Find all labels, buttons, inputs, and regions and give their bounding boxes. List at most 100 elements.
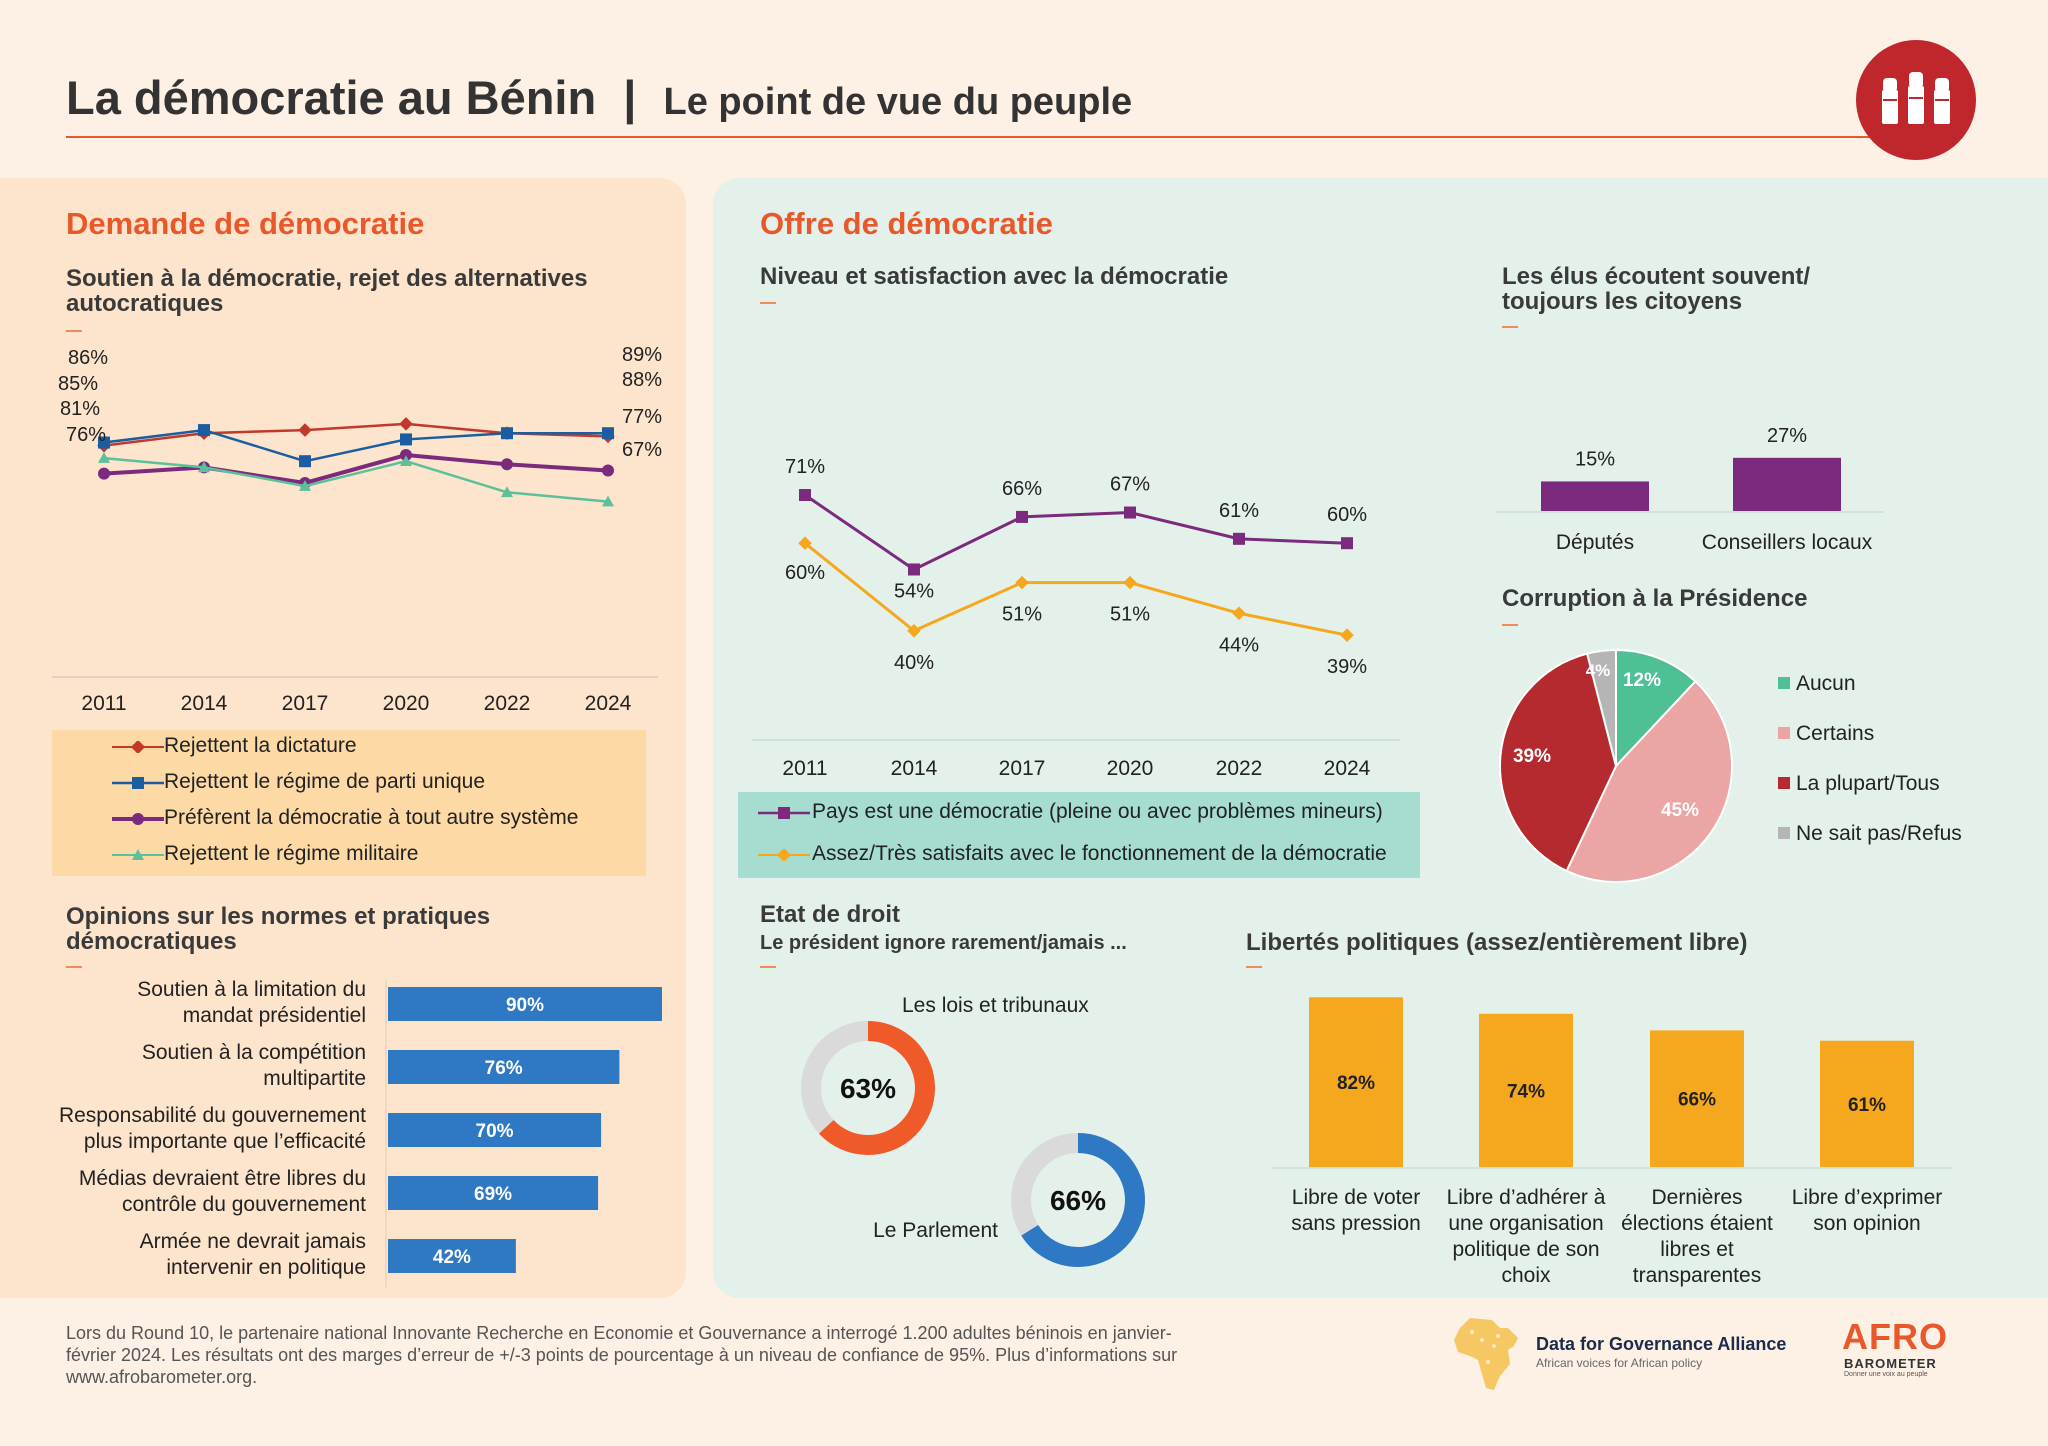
chart7-title: Libertés politiques (assez/entièrement l…	[1246, 929, 1748, 956]
chart3-x-tick: 2014	[891, 757, 938, 780]
page-title: La démocratie au Bénin | Le point de vue…	[66, 70, 1132, 125]
chart4-bar-chart: 15% Députés 27% Conseillers locaux	[1496, 425, 1884, 554]
chart1-x-tick: 2020	[383, 692, 430, 715]
chart3-x-tick: 2022	[1216, 757, 1263, 780]
chart1-point	[501, 427, 513, 440]
chart7-value-label: 66%	[1678, 1090, 1716, 1111]
supply-section-title: Offre de démocratie	[760, 206, 1053, 241]
chart1-point	[400, 448, 412, 461]
chart4-category-label: Députés	[1556, 531, 1634, 554]
chart7-category-label: transparentes	[1633, 1264, 1761, 1287]
chart2-category-label: contrôle du gouvernement	[122, 1193, 366, 1216]
chart3-point	[1124, 506, 1136, 519]
chart1-point	[299, 480, 311, 491]
chart1-x-tick: 2017	[282, 692, 329, 715]
chart6-title: Etat de droit	[760, 901, 901, 928]
barometer-word: BAROMETER	[1844, 1356, 1937, 1371]
chart3-point	[1123, 575, 1137, 590]
chart3-point	[1016, 510, 1028, 523]
chart3-point	[1233, 532, 1245, 545]
chart1-series-line	[103, 452, 609, 486]
dga-tagline: African voices for African policy	[1536, 1356, 1703, 1370]
chart1-first-label: 86%	[68, 347, 108, 369]
chart2-bar-label: 90%	[506, 995, 544, 1016]
chart1-title: Soutien à la démocratie, rejet des alter…	[66, 265, 588, 317]
legend-parti-unique: Rejettent le régime de parti unique	[164, 770, 486, 793]
chart1-first-label: 76%	[66, 424, 106, 446]
title-subtitle: Le point de vue du peuple	[663, 81, 1133, 123]
chart1-dash	[66, 330, 82, 332]
chart3-point	[907, 624, 921, 638]
chart1-series-line	[103, 428, 608, 463]
chart4-value-label: 15%	[1575, 448, 1615, 470]
chart1-first-label: 85%	[58, 373, 98, 395]
legend-satisfaits-icon	[758, 847, 810, 863]
chart3-line-chart: 2011 2014 2017 2020 2022 2024 71% 54% 66% 67% 61% 6…	[752, 456, 1400, 780]
chart3-series-1	[798, 536, 1354, 642]
chart5-pie-chart: 12% 45% 39% 4% Aucun Certains La plupart/Tous N…	[1499, 648, 1962, 883]
chart2-title: Opinions sur les normes et pratiques dém…	[66, 903, 491, 955]
chart5-slice	[1615, 648, 1697, 769]
chart5-slice-label: 12%	[1623, 670, 1661, 691]
chart2-dash	[66, 966, 82, 968]
chart3-label-b: 44%	[1219, 634, 1259, 656]
chart1-x-tick: 2014	[181, 692, 228, 715]
chart1-last-label: 88%	[622, 369, 662, 391]
chart5-slice	[1499, 652, 1618, 873]
chart5-legend-label: La plupart/Tous	[1796, 772, 1940, 795]
chart1-series-3	[98, 452, 614, 507]
chart2-category-label: Soutien à la compétition	[142, 1041, 366, 1064]
chart5-legend-swatch	[1778, 777, 1790, 789]
chart3-label-a: 61%	[1219, 500, 1259, 522]
chart7-category-label: libres et	[1660, 1238, 1734, 1261]
chart6-donut-arc	[801, 1021, 935, 1155]
chart3-label-b: 39%	[1327, 656, 1367, 678]
chart3-point	[908, 563, 920, 576]
header-rule	[66, 136, 1886, 138]
chart1-point	[98, 436, 110, 449]
chart2-bar	[388, 1176, 599, 1210]
chart7-category-label: Dernières	[1651, 1186, 1742, 1209]
chart1-x-tick: 2011	[81, 692, 126, 715]
chart4-bar	[1733, 457, 1841, 511]
chart2-category-label: plus importante que l’efficacité	[84, 1130, 366, 1153]
legend-militaire-icon	[112, 848, 164, 860]
chart1-point	[399, 417, 413, 431]
chart4-bar	[1541, 481, 1649, 511]
chart1-last-label: 67%	[622, 439, 662, 461]
chart3-label-b: 60%	[785, 562, 825, 584]
afrobarometer-badge-icon	[1856, 40, 1976, 160]
chart1-point	[400, 455, 412, 466]
chart3-dash	[760, 302, 776, 304]
chart5-dash	[1502, 624, 1518, 626]
chart6-dash	[760, 966, 776, 968]
chart5-slice	[1565, 680, 1733, 883]
chart5-legend-swatch	[1778, 727, 1790, 739]
legend-parti-unique-icon	[112, 776, 164, 789]
chart1-series-1	[98, 424, 614, 468]
chart6-subtitle: Le président ignore rarement/jamais ...	[760, 932, 1127, 954]
chart3-label-a: 71%	[785, 456, 825, 478]
chart7-bar	[1479, 1013, 1573, 1167]
chart1-series-line	[103, 456, 609, 503]
chart7-category-label: sans pression	[1291, 1212, 1421, 1235]
chart1-point	[602, 427, 614, 440]
chart2-bar-chart: 90% Soutien à la limitation du mandat prés…	[59, 978, 662, 1288]
chart1-first-label: 81%	[60, 398, 100, 420]
legend-democratie: Préfèrent la démocratie à tout autre sys…	[164, 806, 579, 829]
chart7-bar	[1650, 1030, 1744, 1167]
chart2-category-label: multipartite	[263, 1067, 366, 1090]
legend-dictature: Rejettent la dictature	[164, 734, 357, 757]
afrobarometer-logo: AFRO BAROMETER Donner une voix au peuple	[1840, 1316, 1970, 1380]
afro-word: AFRO	[1842, 1316, 1948, 1357]
legend-democratie-icon	[112, 812, 164, 825]
legend-dictature-icon	[112, 739, 164, 755]
chart6-donut-value: 63%	[840, 1073, 896, 1104]
chart3-legend: Pays est une démocratie (pleine ou avec …	[738, 792, 1420, 878]
chart5-title: Corruption à la Présidence	[1502, 585, 1808, 612]
chart4-dash	[1502, 326, 1518, 328]
footer-note: Lors du Round 10, le partenaire national…	[66, 1323, 1178, 1387]
chart3-label-a: 54%	[894, 580, 934, 602]
chart3-series-line	[804, 493, 1348, 572]
chart1-series-2	[98, 448, 614, 489]
